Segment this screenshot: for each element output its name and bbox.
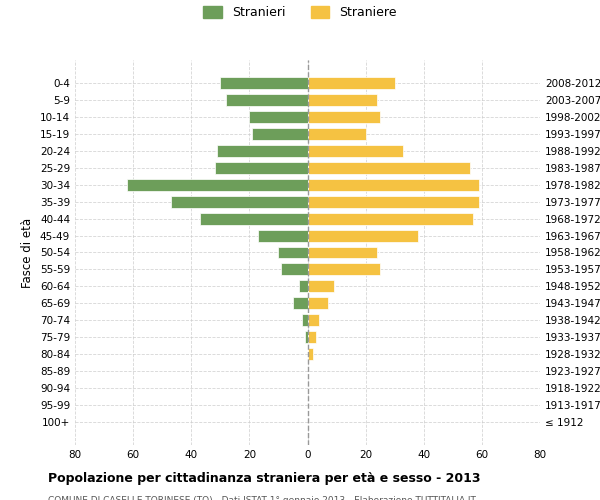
Bar [308, 145, 403, 157]
Bar [308, 179, 479, 191]
Bar [308, 213, 473, 224]
Bar [299, 280, 308, 292]
Bar [308, 78, 395, 90]
Bar [200, 213, 308, 224]
Bar [308, 314, 319, 326]
Bar [220, 78, 308, 90]
Bar [293, 298, 308, 309]
Bar [308, 246, 377, 258]
Bar [217, 145, 308, 157]
Bar [305, 331, 308, 343]
Bar [281, 264, 308, 276]
Bar [308, 331, 316, 343]
Bar [308, 298, 328, 309]
Text: COMUNE DI CASELLE TORINESE (TO) - Dati ISTAT 1° gennaio 2013 - Elaborazione TUTT: COMUNE DI CASELLE TORINESE (TO) - Dati I… [48, 496, 476, 500]
Bar [226, 94, 308, 106]
Bar [215, 162, 308, 174]
Y-axis label: Fasce di età: Fasce di età [22, 218, 34, 288]
Bar [258, 230, 308, 241]
Bar [308, 264, 380, 276]
Legend: Stranieri, Straniere: Stranieri, Straniere [198, 1, 402, 24]
Text: Popolazione per cittadinanza straniera per età e sesso - 2013: Popolazione per cittadinanza straniera p… [48, 472, 481, 485]
Bar [302, 314, 308, 326]
Bar [250, 112, 308, 123]
Bar [308, 162, 470, 174]
Bar [308, 128, 365, 140]
Bar [308, 112, 380, 123]
Bar [308, 280, 334, 292]
Bar [308, 348, 313, 360]
Bar [308, 94, 377, 106]
Bar [171, 196, 308, 207]
Bar [127, 179, 308, 191]
Bar [252, 128, 308, 140]
Bar [278, 246, 308, 258]
Bar [308, 230, 418, 241]
Bar [308, 196, 479, 207]
